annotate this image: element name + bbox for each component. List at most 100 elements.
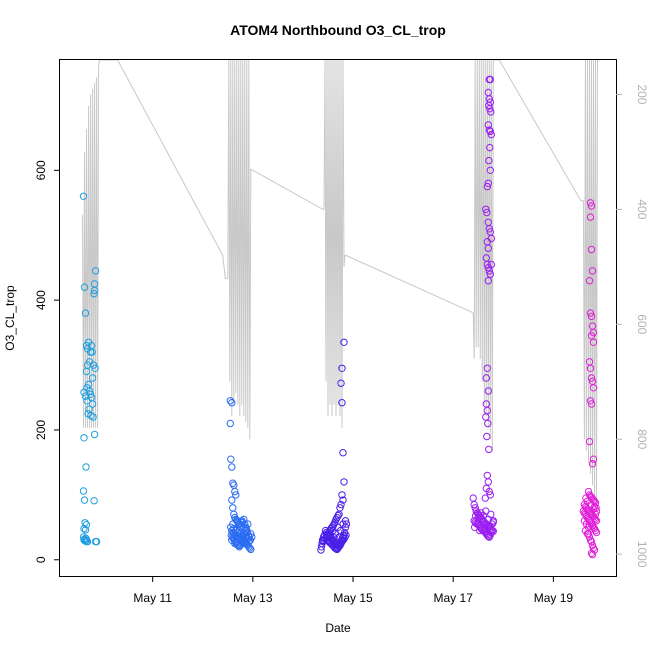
- data-point-flight-5: [588, 267, 597, 275]
- data-point-flight-4: [485, 267, 493, 275]
- data-point-flight-3: [338, 491, 346, 499]
- data-point-flight-4: [484, 419, 492, 428]
- data-point-flight-4: [483, 531, 491, 539]
- data-point-flight-5: [589, 338, 598, 346]
- data-point-flight-4: [484, 387, 492, 395]
- pressure-trace-line: [82, 59, 600, 509]
- data-point-flight-4: [483, 406, 491, 415]
- data-point-flight-2: [228, 463, 236, 471]
- data-point-flight-5: [587, 374, 596, 382]
- data-point-flight-4: [484, 478, 492, 486]
- data-point-flight-3: [340, 338, 348, 346]
- data-point-flight-3: [339, 496, 347, 504]
- data-point-flight-4: [482, 374, 490, 382]
- data-point-flight-1: [81, 392, 90, 400]
- data-point-flight-5: [586, 536, 595, 544]
- data-point-flight-5: [592, 528, 601, 537]
- data-point-flight-4: [486, 143, 494, 152]
- data-point-flight-5: [587, 245, 596, 254]
- data-point-flight-1: [90, 430, 99, 439]
- data-point-flight-5: [586, 213, 595, 221]
- plot-frame: [59, 59, 617, 577]
- data-point-flight-4: [486, 127, 494, 136]
- data-point-flight-1: [80, 283, 89, 291]
- data-point-flight-2: [232, 491, 240, 499]
- data-point-flight-2: [230, 524, 238, 533]
- data-point-flight-1: [82, 534, 90, 543]
- data-point-flight-5: [591, 510, 600, 518]
- data-point-flight-4: [483, 432, 491, 441]
- data-point-flight-1: [82, 463, 90, 471]
- data-point-flight-3: [337, 379, 345, 387]
- data-point-flight-1: [81, 309, 90, 317]
- data-point-flight-3: [341, 517, 350, 525]
- data-point-flight-2: [228, 399, 236, 407]
- data-point-flight-1: [90, 286, 99, 295]
- data-point-flight-1: [89, 413, 97, 421]
- data-point-flight-3: [317, 546, 325, 554]
- data-point-flight-2: [234, 517, 242, 525]
- data-point-flight-1: [90, 497, 98, 505]
- data-point-flight-1: [80, 434, 88, 442]
- y-tick-label: 0: [34, 556, 48, 563]
- data-point-flight-3: [339, 449, 347, 457]
- data-point-flight-4: [476, 526, 484, 535]
- y2-tick-label: 600: [635, 314, 649, 334]
- data-point-flight-4: [483, 182, 491, 191]
- data-point-flight-1: [85, 358, 94, 366]
- data-point-flight-1: [91, 267, 100, 275]
- data-point-flight-3: [340, 478, 348, 486]
- data-point-flight-4: [482, 205, 490, 214]
- data-point-flight-5: [586, 309, 595, 317]
- data-point-flight-2: [237, 528, 245, 537]
- data-point-flight-1: [79, 192, 88, 201]
- data-point-flight-2: [242, 524, 251, 533]
- y-tick-label: 600: [34, 160, 48, 180]
- data-point-flight-3: [325, 536, 333, 544]
- data-point-flight-4: [487, 130, 495, 139]
- y2-tick-label: 1000: [635, 541, 649, 568]
- data-point-flight-4: [484, 179, 492, 188]
- data-point-flight-2: [231, 487, 239, 496]
- data-point-flight-4: [486, 522, 494, 530]
- data-point-flight-4: [486, 166, 494, 175]
- data-point-flight-1: [81, 526, 90, 534]
- data-point-flight-4: [484, 244, 492, 252]
- data-point-flight-5: [591, 499, 600, 507]
- data-point-flight-1: [91, 537, 100, 546]
- data-point-flight-4: [485, 487, 493, 496]
- data-point-flight-4: [485, 126, 493, 134]
- data-point-flight-1: [88, 374, 97, 382]
- x-axis-label: Date: [325, 621, 351, 635]
- data-point-flight-4: [486, 105, 494, 113]
- data-point-flight-2: [231, 539, 239, 548]
- data-point-flight-4: [487, 108, 495, 116]
- x-axis: May 11 May 13 May 15 May 17 May 19: [133, 576, 573, 605]
- data-point-flight-4: [471, 523, 479, 531]
- x-tick-label: May 13: [233, 591, 273, 605]
- data-point-flight-3: [342, 520, 351, 528]
- data-point-flight-2: [244, 520, 252, 528]
- data-point-flight-4: [486, 75, 494, 84]
- y-axis-left: 0 200 400 600: [34, 160, 60, 563]
- x-tick-label: May 11: [133, 591, 172, 605]
- data-point-flight-3: [317, 543, 326, 551]
- data-point-flight-5: [589, 384, 598, 392]
- data-point-flight-2: [247, 530, 255, 538]
- data-point-flight-1: [79, 487, 88, 495]
- y-axis-label: O3_CL_trop: [3, 285, 17, 351]
- x-tick-label: May 19: [534, 591, 574, 605]
- data-point-flight-4: [486, 270, 494, 278]
- data-point-flight-1: [83, 397, 91, 405]
- data-point-flight-2: [227, 455, 235, 463]
- data-point-flight-1: [80, 524, 88, 533]
- data-point-flight-2: [226, 397, 235, 405]
- data-point-flight-1: [86, 390, 95, 398]
- data-point-flight-5: [589, 455, 598, 463]
- data-point-flight-4: [483, 364, 491, 372]
- data-point-flight-2: [247, 545, 255, 554]
- y2-tick-label: 400: [635, 199, 649, 219]
- data-point-flight-3: [335, 540, 344, 548]
- data-point-flight-4: [484, 88, 492, 97]
